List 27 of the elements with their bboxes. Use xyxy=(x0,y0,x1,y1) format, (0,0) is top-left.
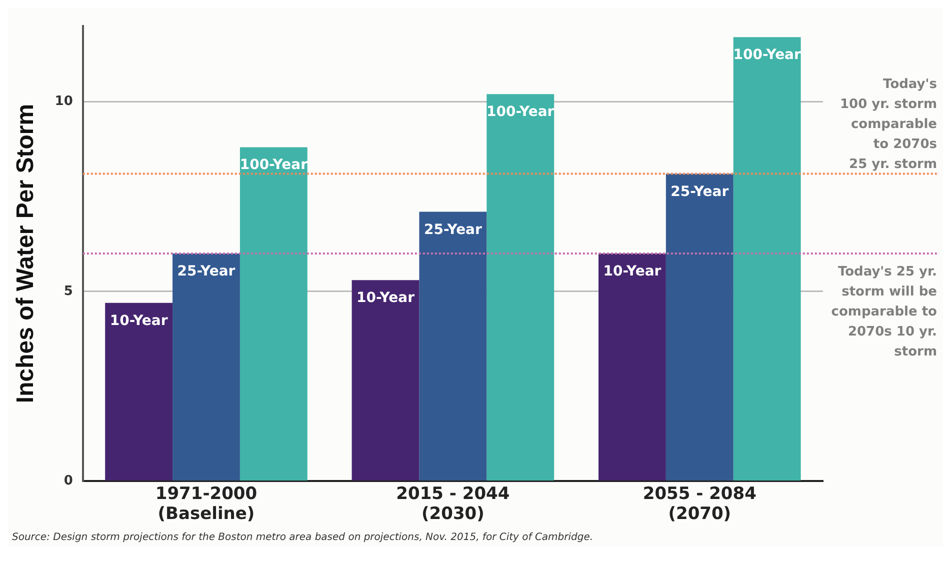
text: 100-Year xyxy=(240,157,308,174)
bar xyxy=(733,37,801,480)
bar xyxy=(240,147,308,480)
bar xyxy=(352,280,420,480)
ref-line-label: Today's 100 yr. storm comparable to 2070s 25 yr. storm xyxy=(840,76,938,172)
text: 25-Year xyxy=(177,264,236,280)
text: 25-Year xyxy=(670,184,729,200)
bar xyxy=(419,212,487,480)
bar xyxy=(105,302,173,480)
series-label: 10-Year xyxy=(110,312,168,329)
y-tick-label: 0 xyxy=(64,474,73,489)
x-tick-label: 2055 - 2084 (2070) xyxy=(642,484,757,524)
y-axis-title: Inches of Water Per Storm xyxy=(12,104,40,404)
x-tick-label: 2015 - 2044 (2030) xyxy=(396,484,510,524)
ref-line-label: Today's 25 yr. storm will be comparable to 2070s 10 yr. storm xyxy=(831,264,938,360)
y-tick-label: 5 xyxy=(64,284,73,299)
series-label: 25-Year xyxy=(424,222,482,238)
y-tick-label: 10 xyxy=(54,94,73,110)
text: 100-Year xyxy=(733,47,801,64)
bar xyxy=(486,94,554,480)
bar xyxy=(598,254,666,480)
bar xyxy=(172,254,240,480)
text: 10-Year xyxy=(603,264,662,280)
x-tick-label: 1971-2000 (Baseline) xyxy=(155,484,258,524)
source-note: Source: Design storm projections for the Boston metro area based on projections, Nov. 2015, for City of Cambridge. xyxy=(11,531,594,545)
bar xyxy=(666,174,734,480)
text: 10-Year xyxy=(356,290,414,306)
